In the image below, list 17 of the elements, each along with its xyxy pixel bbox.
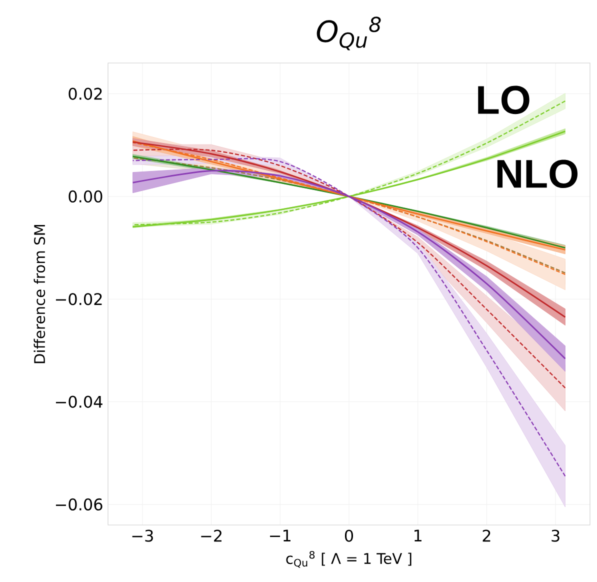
y-tick-label: −0.02: [56, 293, 102, 306]
y-tick-label: 0.00: [68, 190, 102, 203]
x-tick-label: 3: [552, 530, 560, 542]
x-tick-label: 2: [482, 530, 490, 542]
annotation: NLO: [497, 160, 578, 188]
chart-title: O$_{Qu}$8: [316, 16, 381, 50]
y-tick-label: −0.06: [56, 498, 102, 511]
x-tick-label: −1: [270, 530, 290, 542]
y-axis-title: Difference from SM: [34, 224, 46, 364]
y-tick-label: −0.04: [56, 396, 102, 408]
annotation: LO: [478, 86, 530, 114]
x-tick-label: −3: [132, 530, 153, 542]
x-tick-label: 0: [344, 530, 354, 542]
y-tick-label: 0.02: [68, 88, 102, 100]
x-tick-label: −2: [201, 530, 222, 542]
x-axis-title: c$_{Qu}$$^{8}$ [ Λ = 1 TeV ]: [286, 550, 412, 568]
x-tick-label: 1: [414, 530, 422, 542]
